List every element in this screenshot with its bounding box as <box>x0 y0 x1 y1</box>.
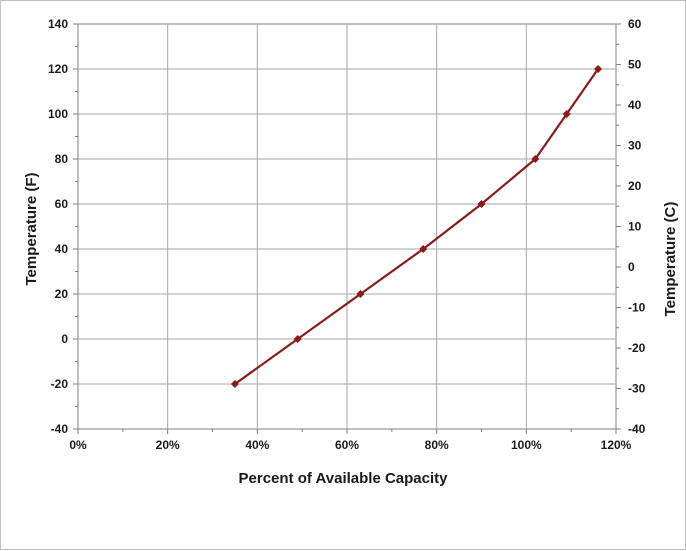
y2-tick-label: 0 <box>628 260 635 274</box>
x-tick-label: 60% <box>335 438 359 452</box>
y2-tick-label: -20 <box>628 341 646 355</box>
x-tick-label: 20% <box>156 438 180 452</box>
y-tick-label: -40 <box>51 422 69 436</box>
series-line <box>234 68 599 385</box>
y2-tick-label: 60 <box>628 17 642 31</box>
data-point-marker <box>230 379 239 389</box>
x-tick-label: 40% <box>245 438 269 452</box>
y2-tick-label: -30 <box>628 382 646 396</box>
x-tick-label: 100% <box>511 438 542 452</box>
y2-tick-label: 30 <box>628 139 642 153</box>
y2-tick-label: -40 <box>628 422 646 436</box>
gridlines <box>78 24 616 429</box>
y2-tick-label: 50 <box>628 58 642 72</box>
data-point-marker <box>531 154 540 164</box>
y2-axis-title: Temperature (C) <box>662 202 679 317</box>
y2-tick-label: 10 <box>628 220 642 234</box>
y2-axis-ticks: -40 -30 -20 -10 0 10 20 30 40 50 60 <box>616 17 646 436</box>
y-axis-title: Temperature (F) <box>23 172 40 285</box>
data-point-marker <box>562 109 571 119</box>
data-point-marker <box>594 64 603 74</box>
y-tick-label: 0 <box>61 332 68 346</box>
y-tick-label: 20 <box>55 287 69 301</box>
y-axis-ticks: -40 -20 0 20 40 60 80 100 120 140 <box>48 17 78 436</box>
data-point-marker <box>419 244 428 254</box>
x-axis-title: Percent of Available Capacity <box>239 470 449 487</box>
y-tick-label: 60 <box>55 197 69 211</box>
x-tick-label: 120% <box>601 438 632 452</box>
data-point-marker <box>477 199 486 209</box>
x-axis-ticks: 0% 20% 40% 60% 80% 100% 120% <box>69 429 632 452</box>
data-point-marker <box>356 289 365 299</box>
x-tick-label: 0% <box>69 438 87 452</box>
y2-tick-label: 40 <box>628 98 642 112</box>
y-tick-label: 40 <box>55 242 69 256</box>
y-tick-label: 120 <box>48 62 68 76</box>
series-layer <box>230 64 603 389</box>
y-tick-label: -20 <box>51 377 69 391</box>
y2-tick-label: -10 <box>628 301 646 315</box>
data-point-marker <box>293 334 302 344</box>
x-tick-label: 80% <box>425 438 449 452</box>
y-tick-label: 80 <box>55 152 69 166</box>
y-tick-label: 140 <box>48 17 68 31</box>
y2-tick-label: 20 <box>628 179 642 193</box>
y-tick-label: 100 <box>48 107 68 121</box>
